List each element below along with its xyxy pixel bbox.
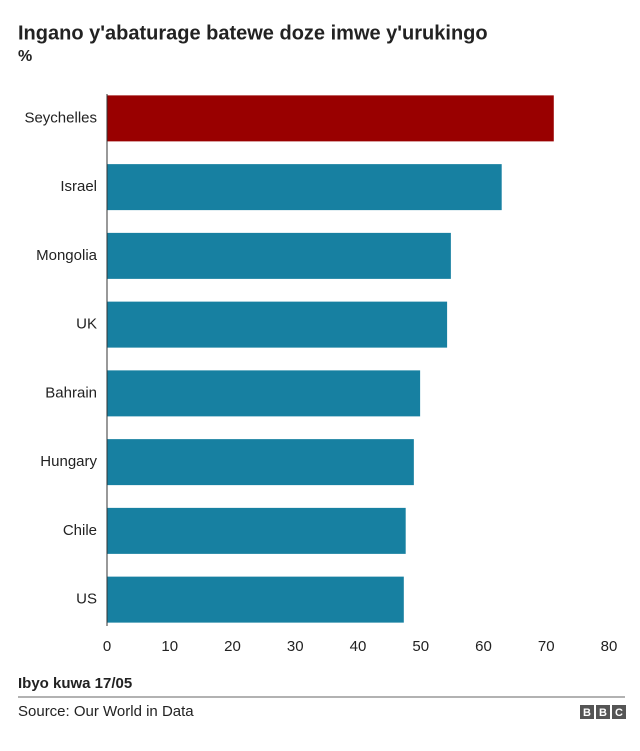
bar [107,439,414,486]
note: Ibyo kuwa 17/05 [18,675,132,692]
x-tick-label: 30 [287,638,304,655]
logo-box [612,705,626,719]
logo-letter: C [615,707,623,719]
logo-letter: B [599,707,607,719]
bar [107,232,451,279]
y-tick-label: Hungary [40,453,97,470]
y-tick-label: US [76,591,97,608]
x-tick-label: 0 [103,638,111,655]
bar [107,370,421,417]
y-tick-label: Mongolia [36,247,98,264]
y-tick-label: Bahrain [45,384,97,401]
source: Source: Our World in Data [18,703,194,720]
chart-title: Ingano y'abaturage batewe doze imwe y'ur… [18,22,488,44]
y-tick-label: UK [76,316,97,333]
chart-subtitle: % [18,48,32,65]
x-tick-label: 40 [350,638,367,655]
bar [107,164,502,211]
x-tick-label: 20 [224,638,241,655]
x-tick-label: 70 [538,638,555,655]
bar [107,507,406,554]
bar [107,576,404,623]
bar [107,95,554,142]
x-tick-label: 60 [475,638,492,655]
logo-box [596,705,610,719]
logo-box [580,705,594,719]
x-tick-label: 50 [412,638,429,655]
bar [107,301,448,348]
logo-letter: B [583,707,591,719]
x-tick-label: 80 [601,638,618,655]
y-tick-label: Seychelles [24,109,97,126]
y-tick-label: Chile [63,522,97,539]
x-tick-label: 10 [161,638,178,655]
y-tick-label: Israel [60,178,97,195]
